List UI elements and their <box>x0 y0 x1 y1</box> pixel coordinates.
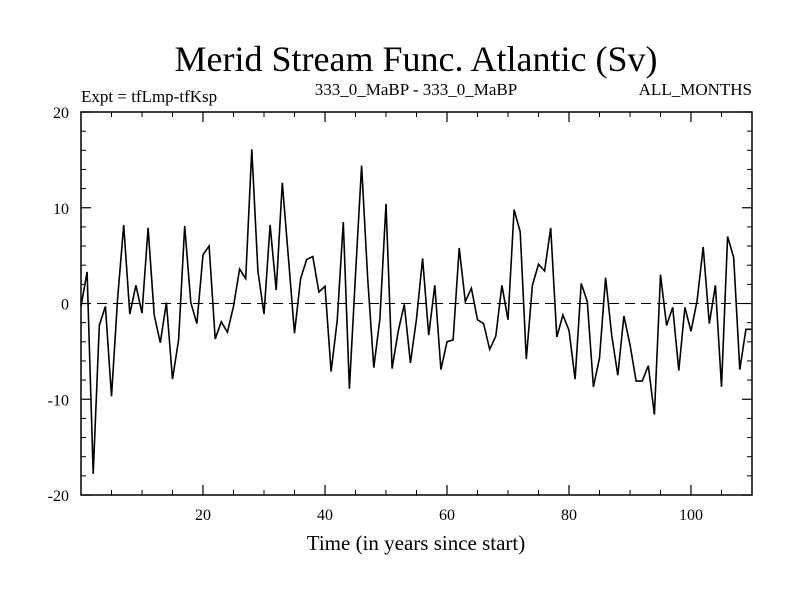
y-axis: -20 -10 0 10 20 <box>48 105 752 505</box>
y-tick-label: -10 <box>48 392 69 409</box>
months-label: ALL_MONTHS <box>639 80 752 99</box>
x-tick-label: 60 <box>439 507 455 524</box>
period-label: 333_0_MaBP - 333_0_MaBP <box>315 80 517 99</box>
x-axis-title: Time (in years since start) <box>307 531 526 555</box>
y-tick-label: 0 <box>61 297 69 314</box>
series-line-1 <box>80 149 752 474</box>
x-tick-label: 40 <box>317 507 333 524</box>
y-tick-label: 20 <box>53 105 69 122</box>
chart-title: Merid Stream Func. Atlantic (Sv) <box>175 39 658 79</box>
x-tick-label: 100 <box>679 507 703 524</box>
x-axis: 20 40 60 80 100 <box>111 112 722 524</box>
x-tick-label: 20 <box>195 507 211 524</box>
x-tick-label: 80 <box>561 507 577 524</box>
y-tick-label: 10 <box>53 201 69 218</box>
y-tick-label: -20 <box>48 488 69 505</box>
plot-area <box>80 149 752 474</box>
experiment-label: Expt = tfLmp-tfKsp <box>81 87 217 106</box>
